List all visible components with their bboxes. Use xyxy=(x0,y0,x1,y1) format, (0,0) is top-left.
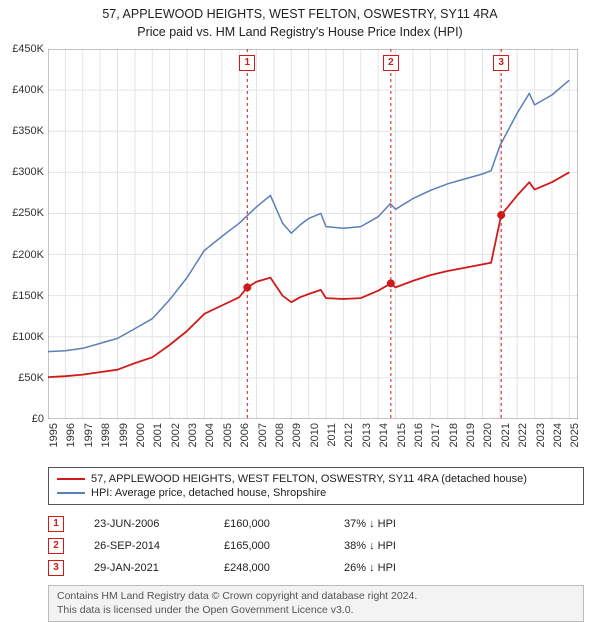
sale-row: 1 23-JUN-2006 £160,000 37% ↓ HPI xyxy=(48,513,584,535)
x-tick-label: 2014 xyxy=(378,423,390,447)
sale-price: £165,000 xyxy=(224,540,314,552)
x-tick-label: 2006 xyxy=(239,423,251,447)
legend-label: HPI: Average price, detached house, Shro… xyxy=(91,487,326,499)
legend: 57, APPLEWOOD HEIGHTS, WEST FELTON, OSWE… xyxy=(48,467,584,505)
y-tick-label: £450K xyxy=(12,43,44,55)
x-tick-label: 2019 xyxy=(465,423,477,447)
x-tick-label: 1999 xyxy=(118,423,130,447)
sale-row-marker: 1 xyxy=(48,516,64,532)
sale-marker: 2 xyxy=(383,55,399,71)
x-tick-label: 2008 xyxy=(274,423,286,447)
x-tick-label: 2009 xyxy=(291,423,303,447)
x-tick-label: 2007 xyxy=(257,423,269,447)
chart-container: 57, APPLEWOOD HEIGHTS, WEST FELTON, OSWE… xyxy=(0,0,600,590)
footer-line-1: Contains HM Land Registry data © Crown c… xyxy=(57,590,575,604)
sale-diff: 26% ↓ HPI xyxy=(344,562,444,574)
legend-row: HPI: Average price, detached house, Shro… xyxy=(57,486,575,500)
sale-date: 26-SEP-2014 xyxy=(94,540,194,552)
x-tick-label: 1995 xyxy=(48,423,60,447)
sale-diff: 37% ↓ HPI xyxy=(344,518,444,530)
y-tick-label: £400K xyxy=(12,84,44,96)
sale-row-marker: 2 xyxy=(48,538,64,554)
x-tick-label: 1998 xyxy=(100,423,112,447)
title-block: 57, APPLEWOOD HEIGHTS, WEST FELTON, OSWE… xyxy=(0,0,600,41)
y-tick-label: £200K xyxy=(12,249,44,261)
x-tick-label: 2010 xyxy=(309,423,321,447)
y-tick-label: £50K xyxy=(18,372,44,384)
x-tick-label: 2016 xyxy=(413,423,425,447)
sales-table: 1 23-JUN-2006 £160,000 37% ↓ HPI 2 26-SEP-201… xyxy=(48,513,584,579)
x-tick-label: 2020 xyxy=(482,423,494,447)
x-tick-label: 2018 xyxy=(448,423,460,447)
y-tick-label: £350K xyxy=(12,125,44,137)
x-tick-label: 2017 xyxy=(430,423,442,447)
y-tick-label: £100K xyxy=(12,331,44,343)
sale-row: 2 26-SEP-2014 £165,000 38% ↓ HPI xyxy=(48,535,584,557)
footer-attribution: Contains HM Land Registry data © Crown c… xyxy=(48,585,584,622)
x-tick-label: 2002 xyxy=(170,423,182,447)
x-tick-label: 2022 xyxy=(517,423,529,447)
x-tick-label: 2025 xyxy=(569,423,581,447)
title-line-1: 57, APPLEWOOD HEIGHTS, WEST FELTON, OSWE… xyxy=(0,6,600,24)
sale-row: 3 29-JAN-2021 £248,000 26% ↓ HPI xyxy=(48,557,584,579)
sale-marker: 3 xyxy=(493,55,509,71)
x-tick-label: 2012 xyxy=(343,423,355,447)
x-tick-label: 2023 xyxy=(535,423,547,447)
x-tick-label: 2003 xyxy=(187,423,199,447)
legend-row: 57, APPLEWOOD HEIGHTS, WEST FELTON, OSWE… xyxy=(57,472,575,486)
y-tick-label: £150K xyxy=(12,290,44,302)
y-tick-label: £0 xyxy=(32,413,44,425)
sale-diff: 38% ↓ HPI xyxy=(344,540,444,552)
plot-svg xyxy=(48,49,578,419)
sale-date: 23-JUN-2006 xyxy=(94,518,194,530)
x-tick-label: 2013 xyxy=(361,423,373,447)
sale-date: 29-JAN-2021 xyxy=(94,562,194,574)
sale-price: £160,000 xyxy=(224,518,314,530)
y-tick-label: £250K xyxy=(12,207,44,219)
x-tick-label: 1996 xyxy=(65,423,77,447)
sale-row-marker: 3 xyxy=(48,560,64,576)
x-tick-label: 2005 xyxy=(222,423,234,447)
sale-marker: 1 xyxy=(239,55,255,71)
x-tick-label: 2024 xyxy=(552,423,564,447)
y-tick-label: £300K xyxy=(12,166,44,178)
x-tick-label: 2015 xyxy=(396,423,408,447)
x-tick-label: 2000 xyxy=(135,423,147,447)
footer-line-2: This data is licensed under the Open Gov… xyxy=(57,604,575,618)
legend-swatch xyxy=(57,492,85,494)
legend-swatch xyxy=(57,478,85,480)
x-tick-label: 2011 xyxy=(326,423,338,447)
legend-label: 57, APPLEWOOD HEIGHTS, WEST FELTON, OSWE… xyxy=(91,473,527,485)
sale-price: £248,000 xyxy=(224,562,314,574)
x-tick-label: 2021 xyxy=(500,423,512,447)
chart-area: £0£50K£100K£150K£200K£250K£300K£350K£400… xyxy=(48,49,578,419)
x-tick-label: 2001 xyxy=(152,423,164,447)
x-tick-label: 2004 xyxy=(204,423,216,447)
x-tick-label: 1997 xyxy=(83,423,95,447)
title-line-2: Price paid vs. HM Land Registry's House … xyxy=(0,24,600,42)
